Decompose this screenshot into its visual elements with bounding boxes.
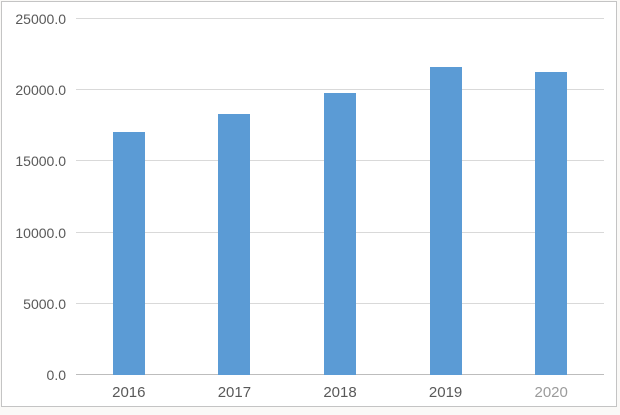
gridline	[76, 18, 604, 19]
bar-2018	[324, 93, 356, 375]
y-tick-label: 25000.0	[15, 11, 66, 27]
x-tick-label-2020: 2020	[534, 384, 568, 401]
chart-frame: 0.0 5000.0 10000.0 15000.0 20000.0 25000.0 20…	[1, 1, 617, 407]
y-tick-label: 10000.0	[15, 224, 66, 241]
x-tick-label-2016: 2016	[112, 384, 146, 401]
x-axis-labels: 2016 2017 2018 2019 2020	[76, 381, 604, 403]
plot-area	[76, 18, 604, 375]
x-tick-label-2019: 2019	[428, 384, 463, 401]
bar-2017	[218, 114, 251, 375]
y-tick-label: 0.0	[46, 367, 66, 383]
y-tick-label: 15000.0	[15, 153, 66, 170]
gridline	[76, 89, 604, 91]
y-tick-label: 20000.0	[15, 82, 66, 99]
y-axis-labels: 0.0 5000.0 10000.0 15000.0 20000.0 25000.0	[2, 11, 66, 383]
bar-2016	[112, 131, 145, 375]
x-tick-label-2018: 2018	[323, 384, 357, 401]
bar-2020	[535, 72, 568, 375]
bar-2019	[429, 67, 462, 375]
y-tick-label: 5000.0	[23, 295, 66, 312]
x-tick-label-2017: 2017	[217, 384, 252, 401]
